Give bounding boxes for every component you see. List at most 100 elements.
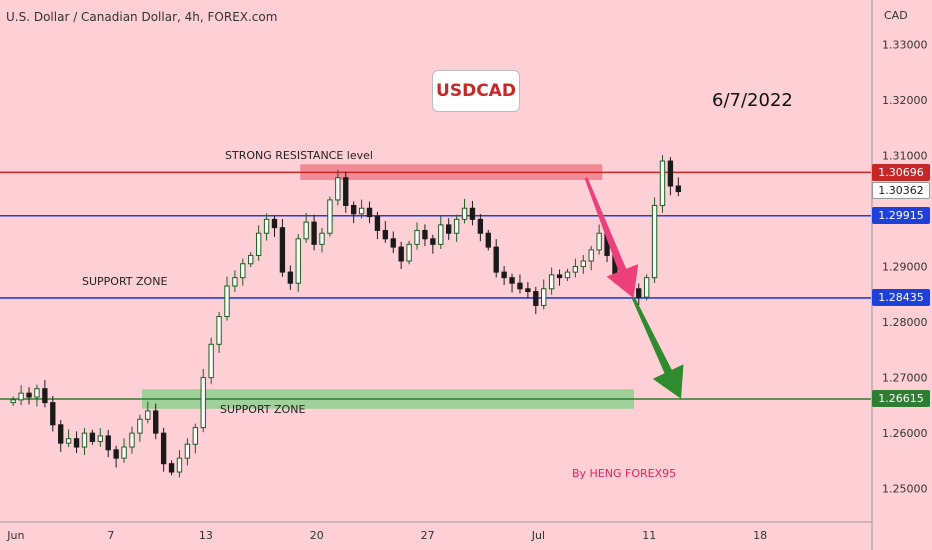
- candle: [430, 234, 436, 254]
- candle: [18, 385, 24, 406]
- candle-body: [588, 249, 594, 262]
- y-tick-label: 1.32000: [882, 94, 928, 107]
- candle-body: [485, 232, 491, 248]
- candle-body: [279, 227, 286, 273]
- candle-body: [351, 204, 357, 215]
- x-tick-label: Jun: [6, 529, 24, 542]
- candle-body: [438, 224, 444, 245]
- candle: [493, 239, 499, 278]
- candle-body: [145, 410, 151, 420]
- candle-body: [192, 427, 198, 445]
- price-tag-level-3: 1.26615: [872, 390, 930, 408]
- candle-body: [651, 204, 658, 279]
- candle: [548, 267, 555, 295]
- candle-body: [564, 271, 571, 279]
- candle-body: [121, 446, 127, 459]
- candle-body: [200, 377, 206, 429]
- y-tick-label: 1.29000: [882, 261, 928, 274]
- price-tag-level-2: 1.28435: [872, 289, 930, 307]
- candle-body: [366, 207, 373, 218]
- candle-body: [406, 243, 412, 262]
- candle-body: [97, 435, 103, 442]
- candle-body: [675, 185, 682, 193]
- candle-body: [596, 232, 602, 251]
- candle-body: [255, 232, 262, 256]
- candle-body: [659, 160, 666, 206]
- y-tick-label: 1.26000: [882, 427, 928, 440]
- date-label: 6/7/2022: [712, 90, 793, 111]
- candle-body: [556, 274, 563, 279]
- candle-body: [248, 254, 254, 265]
- arrows-layer: [584, 177, 684, 399]
- candle-body: [271, 218, 278, 229]
- candle: [438, 216, 444, 250]
- candle-body: [295, 238, 301, 284]
- candle-body: [10, 399, 16, 404]
- candle-body: [358, 207, 365, 215]
- candle: [160, 427, 167, 472]
- y-tick-label: 1.33000: [882, 38, 928, 51]
- candle: [105, 429, 111, 458]
- candle: [580, 255, 586, 274]
- candle-body: [533, 291, 539, 306]
- candle-body: [390, 238, 396, 248]
- candle: [651, 197, 658, 283]
- x-tick-label: 11: [642, 529, 656, 542]
- price-tag-level-1: 1.29915: [872, 207, 930, 225]
- candle-body: [216, 316, 222, 345]
- y-tick-label: 1.31000: [882, 149, 928, 162]
- x-tick-label: Jul: [531, 529, 545, 542]
- candle-body: [263, 218, 270, 234]
- candle: [232, 270, 238, 292]
- candle: [26, 387, 32, 405]
- candle: [121, 438, 127, 463]
- candle: [113, 445, 119, 468]
- candle: [89, 429, 96, 445]
- candle-body: [81, 432, 88, 448]
- x-tick-label: 7: [107, 529, 114, 542]
- candle-body: [453, 218, 460, 234]
- support-zone-upper-label: SUPPORT ZONE: [82, 275, 168, 288]
- candle: [327, 196, 333, 237]
- candle: [200, 368, 206, 433]
- x-tick-label: 20: [310, 529, 324, 542]
- candle: [184, 438, 191, 466]
- candle-body: [303, 221, 309, 240]
- candle: [390, 231, 396, 254]
- y-tick-label: 1.25000: [882, 483, 928, 496]
- candle: [422, 224, 428, 247]
- candle-body: [176, 457, 183, 473]
- zones-layer: [142, 164, 634, 409]
- candle-body: [517, 282, 523, 290]
- x-tick-label: 18: [753, 529, 767, 542]
- candle-body: [446, 224, 452, 234]
- candle-body: [548, 274, 555, 290]
- candle: [34, 384, 40, 407]
- candle: [311, 214, 317, 251]
- candle-body: [477, 218, 484, 234]
- candle-body: [287, 271, 294, 284]
- y-axis-unit: CAD: [884, 9, 908, 22]
- candle-body: [208, 343, 214, 379]
- candle: [303, 212, 309, 243]
- candle: [192, 423, 198, 454]
- candle: [596, 224, 602, 255]
- candle: [287, 265, 294, 290]
- candle-body: [58, 424, 64, 444]
- candle: [636, 283, 642, 306]
- candle-body: [461, 207, 468, 220]
- candle: [279, 219, 286, 277]
- resistance-zone-label: STRONG RESISTANCE level: [225, 149, 373, 162]
- x-tick-label: 13: [199, 529, 213, 542]
- candle: [501, 266, 507, 285]
- candle-body: [335, 177, 341, 201]
- candle-body: [327, 199, 333, 234]
- candle: [81, 427, 88, 456]
- candle-body: [160, 432, 167, 465]
- candle-body: [319, 232, 325, 245]
- candle: [564, 268, 571, 281]
- candle: [58, 420, 64, 452]
- candle: [216, 311, 222, 353]
- candle: [168, 460, 175, 476]
